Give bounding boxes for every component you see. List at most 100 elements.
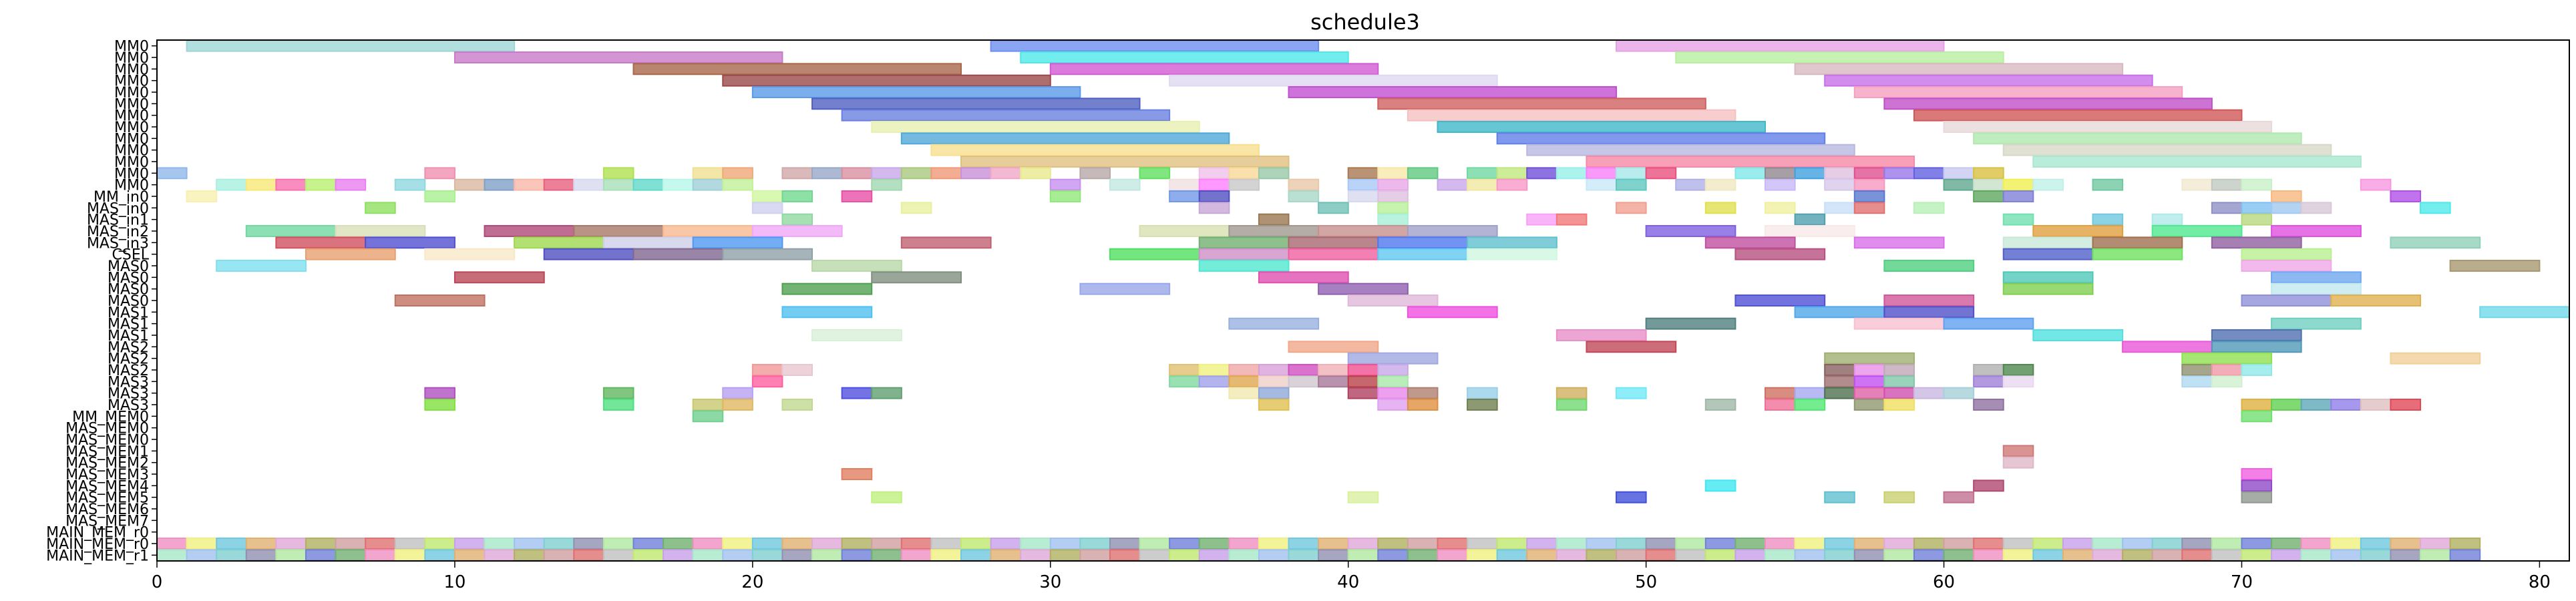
task-bar [1853,538,1885,550]
task-bar [1318,364,1349,376]
task-bar [2360,538,2392,550]
task-bar [1824,167,1855,180]
task-bar [1973,549,2004,562]
task-bar [1526,549,1557,562]
task-bar [1377,236,1469,249]
task-bar [1943,167,1975,180]
task-bar [2002,456,2034,469]
task-bar [930,538,962,550]
task-bar [1288,375,1320,388]
task-bar [1616,387,1647,399]
task-bar [2092,236,2183,249]
task-bar [1734,538,1767,550]
task-bar [1675,549,1706,562]
y-tick-label: MAIN_MEM_r1 [46,548,149,564]
task-bar [1794,538,1826,550]
task-bar [1377,248,1469,260]
y-tick-label: MM0 [114,61,149,78]
task-bar [245,549,277,562]
task-bar [1318,375,1349,388]
y-tick-label: MAS_MEM6 [65,502,149,518]
task-bar [1794,213,1826,226]
task-bar [1228,225,1320,237]
task-bar [871,121,1200,133]
task-bar [900,202,932,214]
task-bar [1824,178,1855,191]
task-bar [841,190,873,202]
task-bar [1555,549,1588,562]
task-bar [722,167,753,180]
task-bar [930,549,962,562]
y-tick-label: MAS_in0 [87,200,149,217]
y-tick-label: MM0 [114,120,149,136]
task-bar [2300,538,2332,550]
task-bar [2122,538,2153,550]
task-bar [1258,387,1290,399]
y-tick-label: MAS2 [108,363,149,379]
task-bar [1526,144,1855,156]
task-bar [1883,491,1915,504]
task-bar [1853,317,1945,330]
task-bar [2420,538,2451,550]
task-bar [1467,549,1498,562]
task-bar [424,538,455,550]
task-bar [1377,387,1409,399]
task-bar [1765,202,1796,214]
x-axis: 0 10 20 30 40 50 60 70 80 [152,561,2551,592]
task-bar [1228,178,1260,191]
task-bar [1198,202,1230,214]
task-bar [602,538,634,550]
task-bar [1704,178,1736,191]
task-bar [1734,294,1826,307]
task-bar [1109,178,1141,191]
task-bar [1824,375,1855,388]
task-bar [1913,202,1945,214]
task-bar [1377,178,1409,191]
task-bar [1765,225,1855,237]
task-bar [692,538,724,550]
task-bar [1437,538,1469,550]
task-bar [811,549,843,562]
task-bar [1973,399,2004,411]
task-bar [811,538,843,550]
task-bar [2181,549,2213,562]
task-bar [2002,549,2034,562]
task-bar [1853,167,1885,180]
task-bar [1883,549,1915,562]
task-bar [1853,236,1945,249]
task-bar [2241,364,2273,376]
task-bar [1169,549,1200,562]
task-bar [602,167,634,180]
task-bar [2271,538,2302,550]
task-bar [305,538,337,550]
task-bar [692,167,724,180]
task-bar [2390,538,2422,550]
task-bar [245,225,337,237]
task-bar [2241,491,2273,504]
task-bar [1675,51,2004,63]
task-bar [305,178,337,191]
task-bar [781,282,873,295]
task-bar [2092,549,2124,562]
task-bar [1824,352,1915,365]
task-bar [1109,549,1141,562]
task-bar [632,538,665,550]
task-bar [1734,167,1767,180]
task-bar [1913,109,2243,122]
task-bar [186,190,218,202]
y-tick-label: MAS2 [108,339,149,356]
task-bar [1616,39,1945,52]
task-bar [1377,167,1409,180]
task-bar [751,202,783,214]
task-bar [1288,341,1379,353]
task-bar [1258,167,1290,180]
task-bar [2420,202,2451,214]
task-bar [1139,549,1171,562]
task-bar [1973,178,2004,191]
task-bar [1347,190,1379,202]
task-bar [1318,282,1409,295]
task-bar [990,39,1320,52]
task-bar [394,538,426,550]
task-bar [2151,549,2183,562]
task-bar [1586,178,1618,191]
